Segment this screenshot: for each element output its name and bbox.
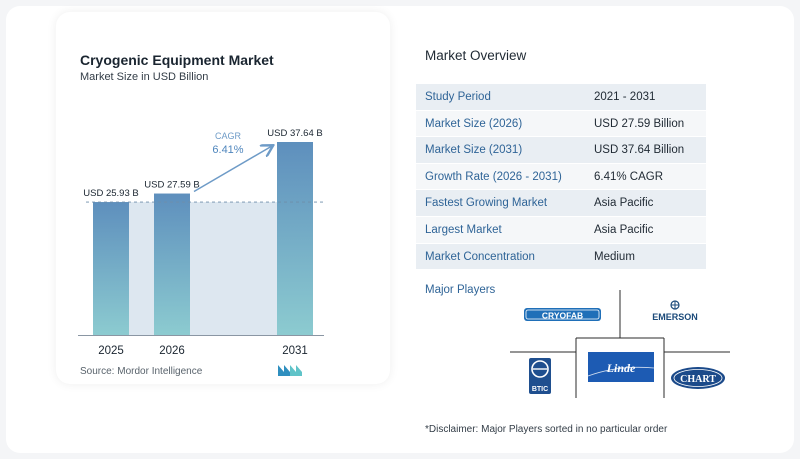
major-players-logo-grid: CRYOFAB EMERSON BTIC Linde CHART [510, 290, 730, 398]
market-overview-title: Market Overview [425, 48, 527, 63]
overview-row-largest-market: Largest Market Asia Pacific [416, 216, 706, 244]
x-tick-label: 2026 [159, 345, 185, 357]
overview-value: Asia Pacific [594, 197, 654, 210]
chart-logo-text: CHART [680, 374, 716, 385]
overview-label: Fastest Growing Market [425, 197, 548, 210]
x-tick-label: 2031 [282, 345, 308, 357]
chart-title: Cryogenic Equipment Market [80, 52, 274, 68]
major-players-title: Major Players [425, 284, 496, 296]
bar-value-label: USD 25.93 B [83, 188, 138, 199]
emerson-logo-icon: EMERSON [652, 300, 698, 322]
disclaimer-note: *Disclaimer: Major Players sorted in no … [425, 424, 668, 435]
source-note: Source: Mordor Intelligence [80, 366, 203, 377]
emerson-logo-text: EMERSON [652, 312, 698, 322]
overview-label: Largest Market [425, 223, 502, 236]
cryofab-logo-icon: CRYOFAB [524, 308, 601, 321]
mordor-intelligence-logo-icon [278, 365, 302, 376]
overview-value: 2021 - 2031 [594, 91, 656, 103]
overview-label: Growth Rate (2026 - 2031) [425, 170, 562, 183]
btic-logo-icon: BTIC [529, 358, 551, 394]
overview-row-fastest-growing: Fastest Growing Market Asia Pacific [416, 190, 706, 217]
overview-value: USD 27.59 Billion [594, 117, 685, 130]
market-overview-table: Study Period 2021 - 2031 Market Size (20… [416, 84, 706, 271]
overview-row-market-size-2031: Market Size (2031) USD 37.64 Billion [416, 137, 706, 164]
cagr-arrow [193, 146, 272, 193]
linde-logo-icon: Linde [587, 352, 655, 382]
chart-subtitle: Market Size in USD Billion [80, 71, 209, 83]
overview-row-growth-rate: Growth Rate (2026 - 2031) 6.41% CAGR [416, 163, 706, 191]
overview-label: Market Concentration [425, 250, 535, 263]
overview-value: USD 37.64 Billion [594, 144, 685, 157]
bar-value-label: USD 37.64 B [267, 128, 322, 139]
overview-value: 6.41% CAGR [594, 170, 664, 183]
bar-2026 [154, 193, 190, 335]
btic-logo-text: BTIC [532, 386, 548, 393]
cryofab-logo-text: CRYOFAB [542, 310, 583, 320]
bar-chart: USD 25.93 B USD 27.59 B USD 37.64 B 2025 20… [78, 128, 326, 357]
overview-row-market-size-2026: Market Size (2026) USD 27.59 Billion [416, 110, 706, 138]
x-tick-label: 2025 [98, 345, 124, 357]
bar-2031 [277, 142, 313, 335]
bar-2025 [93, 202, 129, 335]
cagr-value: 6.41% [212, 144, 243, 156]
bar-value-label: USD 27.59 B [144, 180, 199, 191]
overview-value: Asia Pacific [594, 223, 654, 236]
reference-band [120, 202, 277, 335]
chart-logo-icon: CHART [671, 367, 725, 389]
cagr-label: CAGR [215, 131, 242, 141]
linde-logo-text: Linde [606, 361, 636, 375]
overview-row-concentration: Market Concentration Medium [416, 243, 706, 271]
overview-label: Market Size (2031) [425, 144, 523, 157]
overview-row-study-period: Study Period 2021 - 2031 [416, 84, 706, 111]
overview-value: Medium [594, 250, 635, 263]
overview-label: Study Period [425, 91, 491, 103]
overview-label: Market Size (2026) [425, 117, 523, 130]
